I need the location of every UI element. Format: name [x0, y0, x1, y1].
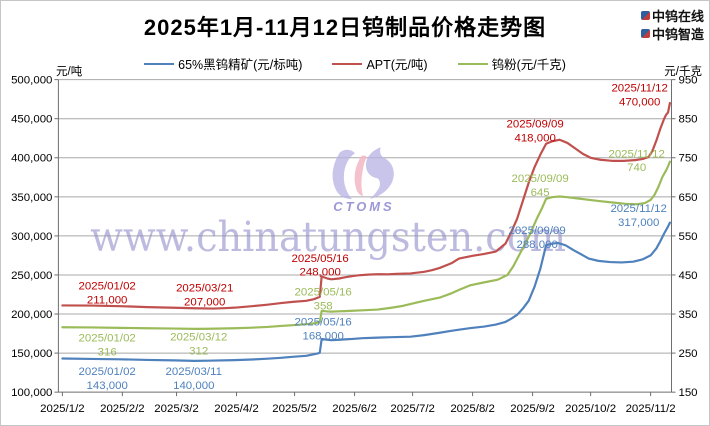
left-axis-unit: 元/吨	[56, 66, 83, 78]
left-axis-label: 450,000	[11, 114, 52, 126]
annotation-powder-2025-03-12-value: 312	[189, 345, 208, 357]
annotation-concentrate-2025-03-11-date: 2025/03/11	[166, 366, 222, 378]
annotation-concentrate-2025-09-09-value: 288,000	[516, 239, 557, 251]
legend-swatch-powder	[457, 62, 488, 65]
series-lines	[61, 101, 672, 362]
annotation-apt-2025-03-21-value: 207,000	[184, 297, 225, 309]
brand-links: 中钨在线 中钨智造	[640, 6, 704, 42]
annotation-concentrate-2025-05-16-date: 2025/05/16	[295, 316, 352, 328]
annotation-concentrate-2025-01-02-value: 143,000	[86, 380, 127, 392]
annotation-apt-2025-01-02-value: 211,000	[87, 295, 128, 307]
x-axis-label: 2025/10/2	[565, 403, 616, 415]
left-axis-label: 350,000	[11, 192, 52, 204]
left-axis-label: 300,000	[11, 231, 52, 243]
concentrate-line	[61, 221, 672, 362]
annotation-apt-2025-09-09-value: 418,000	[514, 132, 555, 144]
annotation-powder-2025-01-02-value: 316	[98, 346, 117, 358]
x-axis-label: 2025/11/2	[626, 403, 676, 415]
left-axis-label: 250,000	[11, 270, 52, 282]
legend-item-concentrate[interactable]: 65%黑钨精矿(元/标吨)	[144, 54, 302, 73]
brand-online-label: 中钨在线	[651, 8, 704, 24]
annotation-powder-2025-11-12-value: 740	[627, 162, 646, 174]
right-axis-label: 950	[678, 75, 697, 87]
annotation-apt-2025-05-16-value: 248,000	[299, 267, 340, 279]
watermark-logo-text: CTOMS	[333, 199, 394, 214]
right-axis-label: 450	[678, 270, 697, 282]
legend-swatch-concentrate	[144, 62, 175, 65]
annotation-powder-2025-03-12-date: 2025/03/12	[170, 331, 227, 343]
left-axis-label: 150,000	[11, 348, 52, 360]
left-axis-label: 500,000	[11, 75, 52, 87]
chinatungsten-smart-logo-icon	[640, 28, 650, 38]
left-axis-label: 200,000	[11, 309, 52, 321]
x-axis-label: 2025/6/2	[332, 403, 377, 415]
x-axis-label: 2025/1/2	[40, 403, 85, 415]
watermark-logo-left-swoosh	[332, 149, 355, 200]
annotation-concentrate-2025-11-12-date: 2025/11/12	[610, 203, 666, 215]
x-axis-label: 2025/5/2	[272, 403, 317, 415]
chinatungsten-logo-icon	[640, 10, 650, 20]
gridlines: 500,000 950 450,000 850 400,000 750 350,000 650…	[11, 75, 697, 415]
left-axis-label: 100,000	[11, 387, 52, 399]
page-title: 2025年1月-11月12日钨制品价格走势图	[143, 15, 547, 40]
legend-item-powder[interactable]: 钨粉(元/千克)	[457, 54, 566, 73]
annotation-powder-2025-01-02-date: 2025/01/02	[79, 332, 136, 344]
watermark-logo-right-swoosh	[365, 147, 394, 200]
apt-line	[61, 101, 672, 310]
x-axis-label: 2025/4/2	[214, 403, 259, 415]
brand-chinatungsten-smart-link[interactable]: 中钨智造	[640, 24, 704, 42]
legend-label-powder: 钨粉(元/千克)	[491, 58, 566, 72]
annotation-powder-2025-05-16-value: 358	[314, 301, 333, 313]
x-axis-label: 2025/2/2	[100, 403, 145, 415]
right-axis-label: 350	[678, 309, 697, 321]
annotation-apt-2025-05-16-date: 2025/05/16	[292, 253, 349, 265]
annotations: 2025/01/02 211,000 2025/01/02 316 2025/01/02…	[79, 83, 668, 393]
annotation-powder-2025-09-09-value: 645	[531, 187, 550, 199]
annotation-concentrate-2025-09-09-date: 2025/09/09	[509, 225, 566, 237]
right-axis-unit: 元/千克	[664, 66, 702, 78]
x-axis-label: 2025/7/2	[390, 403, 435, 415]
x-axis-label: 2025/8/2	[450, 403, 495, 415]
right-axis-label: 850	[678, 114, 697, 126]
legend-label-concentrate: 65%黑钨精矿(元/标吨)	[178, 58, 303, 72]
x-axis-label: 2025/9/2	[510, 403, 555, 415]
annotation-apt-2025-11-12-date: 2025/11/12	[611, 83, 667, 95]
brand-smart-label: 中钨智造	[651, 26, 704, 42]
legend-swatch-apt	[332, 62, 363, 65]
annotation-apt-2025-01-02-date: 2025/01/02	[79, 281, 136, 293]
legend-label-apt: APT(元/吨)	[366, 58, 428, 72]
legend-item-apt[interactable]: APT(元/吨)	[332, 54, 428, 73]
annotation-powder-2025-11-12-date: 2025/11/12	[608, 148, 664, 160]
right-axis-label: 650	[678, 192, 697, 204]
annotation-apt-2025-11-12-value: 470,000	[619, 97, 660, 109]
powder-line	[61, 160, 672, 330]
annotation-apt-2025-09-09-date: 2025/09/09	[507, 118, 564, 130]
brand-chinatungsten-online-link[interactable]: 中钨在线	[640, 6, 704, 24]
right-axis-label: 250	[678, 348, 697, 360]
annotation-concentrate-2025-11-12-value: 317,000	[618, 217, 659, 229]
annotation-concentrate-2025-01-02-date: 2025/01/02	[79, 366, 136, 378]
right-axis-label: 550	[678, 231, 697, 243]
annotation-apt-2025-03-21-date: 2025/03/21	[176, 283, 233, 295]
annotation-concentrate-2025-05-16-value: 168,000	[302, 330, 343, 342]
chart-legend: 65%黑钨精矿(元/标吨) APT(元/吨) 钨粉(元/千克)	[1, 54, 709, 73]
watermark-logo-pink-flame	[354, 155, 367, 197]
x-axis-label: 2025/3/2	[154, 403, 199, 415]
annotation-powder-2025-05-16-date: 2025/05/16	[295, 287, 352, 299]
left-axis-label: 400,000	[11, 153, 52, 165]
annotation-powder-2025-09-09-date: 2025/09/09	[512, 173, 569, 185]
annotation-concentrate-2025-03-11-value: 140,000	[173, 380, 214, 392]
right-axis-label: 150	[678, 387, 697, 399]
right-axis-label: 750	[678, 153, 697, 165]
